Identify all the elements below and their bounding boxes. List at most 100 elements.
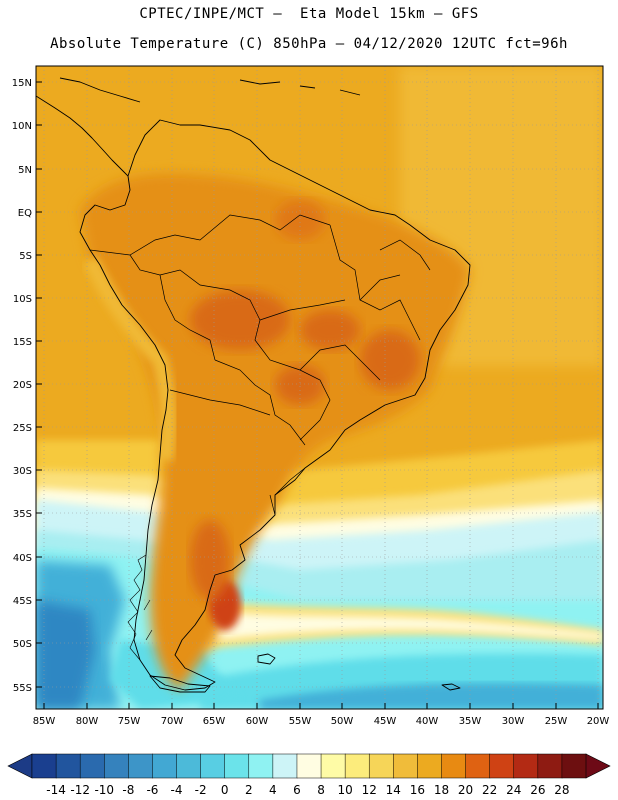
lon-labels: 85W 80W 75W 70W 65W 60W 55W 50W 45W 40W … [33, 716, 610, 727]
lat-label: 10S [13, 294, 32, 305]
field-hot-amazon [190, 290, 290, 350]
colorbar-swatch [248, 753, 274, 779]
map-title-line-1: CPTEC/INPE/MCT – Eta Model 15km – GFS [139, 6, 479, 22]
field-pacific-deepblue [36, 600, 95, 709]
border-paraguay [214, 359, 306, 446]
coast-south-america [79, 119, 471, 691]
map-title-line-2: Absolute Temperature (C) 850hPa – 04/12/… [50, 36, 568, 52]
border-north [89, 214, 331, 256]
colorbar-label: 4 [269, 783, 277, 797]
field-hot-north [275, 200, 325, 240]
colorbar-label: 12 [362, 783, 377, 797]
colorbar-label: -8 [122, 783, 134, 797]
colorbar-label: 20 [458, 783, 473, 797]
colorbar-swatch [31, 753, 57, 779]
colorbar-swatch [489, 753, 515, 779]
colorbar-label: 18 [434, 783, 449, 797]
colorbar-swatch [104, 753, 129, 779]
colorbar-swatches [31, 753, 587, 779]
lat-label: 15N [12, 78, 32, 89]
colorbar-swatch [344, 753, 370, 779]
colorbar-swatch [128, 753, 153, 779]
lat-label: 25S [13, 423, 32, 434]
border-peru-bolivia [159, 274, 216, 361]
field-hot-east [360, 330, 420, 390]
colorbar: -14 -12 -10 -8 -6 -4 -2 0 2 4 6 8 10 12 … [7, 753, 611, 797]
lon-label: 75W [118, 716, 141, 727]
colorbar-label: 10 [337, 783, 352, 797]
colorbar-label: 6 [293, 783, 301, 797]
colorbar-label: 28 [554, 783, 569, 797]
field-south-blue [260, 683, 603, 709]
lat-label: 35S [13, 509, 32, 520]
lat-label: 50S [13, 639, 32, 650]
border-uruguay [269, 467, 306, 516]
colorbar-swatch [79, 753, 105, 779]
lat-label: 40S [13, 553, 32, 564]
colorbar-swatch [368, 753, 394, 779]
field-land-warm [80, 173, 470, 691]
lon-label: 55W [289, 716, 312, 727]
coast-caribbean [59, 77, 141, 103]
lat-labels: 15N 10N 5N EQ 5S 10S 15S 20S 25S 30S 35S… [12, 78, 32, 694]
colorbar-label: 16 [410, 783, 425, 797]
lon-label: 20W [587, 716, 610, 727]
lat-tick-marks [36, 81, 42, 688]
lon-label: 45W [374, 716, 397, 727]
field-andes-cool [82, 256, 177, 462]
colorbar-swatch [152, 753, 178, 779]
lon-label: 30W [502, 716, 525, 727]
lat-label: 10N [12, 121, 32, 132]
lon-label: 70W [161, 716, 184, 727]
lon-label: 50W [331, 716, 354, 727]
map-frame [35, 65, 604, 710]
coast-central-america [36, 95, 129, 177]
border-brazil-states-2 [259, 299, 381, 381]
lon-label: 80W [76, 716, 99, 727]
colorbar-swatch [176, 753, 202, 779]
lat-label: 20S [13, 380, 32, 391]
colorbar-label: -4 [171, 783, 183, 797]
chile-fjords [127, 554, 153, 661]
lat-label: 45S [13, 596, 32, 607]
colorbar-overflow-arrow [585, 753, 611, 779]
lon-label: 25W [545, 716, 568, 727]
colorbar-swatch [465, 753, 491, 779]
lon-label: 35W [459, 716, 482, 727]
colorbar-label: 24 [506, 783, 521, 797]
colorbar-swatch [200, 753, 226, 779]
colorbar-swatch [441, 753, 467, 779]
colorbar-label: -2 [195, 783, 207, 797]
colorbar-label: 26 [530, 783, 545, 797]
colorbar-swatch [513, 753, 539, 779]
lon-label: 85W [33, 716, 56, 727]
lat-label: 15S [13, 337, 32, 348]
lat-label: 30S [13, 466, 32, 477]
coastlines [36, 77, 471, 693]
fjord-coast [127, 554, 153, 661]
lon-label: 65W [203, 716, 226, 727]
field-hot-central [300, 310, 360, 350]
temperature-field [36, 66, 603, 709]
lat-label: EQ [18, 208, 32, 219]
lat-label: 5S [19, 251, 32, 262]
colorbar-label: 0 [221, 783, 229, 797]
colorbar-swatch [224, 753, 250, 779]
colorbar-swatch [272, 753, 298, 779]
colorbar-label: -12 [70, 783, 90, 797]
lon-label: 40W [416, 716, 439, 727]
colorbar-swatch [320, 753, 346, 779]
colorbar-swatch [561, 753, 587, 779]
graticule [36, 66, 603, 709]
falkland-islands [257, 653, 276, 665]
coast-antilles [239, 79, 361, 96]
border-brazil-states-1 [329, 224, 421, 341]
lon-tick-marks [43, 703, 599, 709]
colorbar-label: -10 [94, 783, 114, 797]
colorbar-labels: -14 -12 -10 -8 -6 -4 -2 0 2 4 6 8 10 12 … [46, 783, 569, 797]
colorbar-label: 22 [482, 783, 497, 797]
country-borders [89, 214, 431, 516]
colorbar-swatch [296, 753, 322, 779]
field-warm-tongue-core [210, 612, 603, 640]
lat-label: 5N [18, 165, 32, 176]
